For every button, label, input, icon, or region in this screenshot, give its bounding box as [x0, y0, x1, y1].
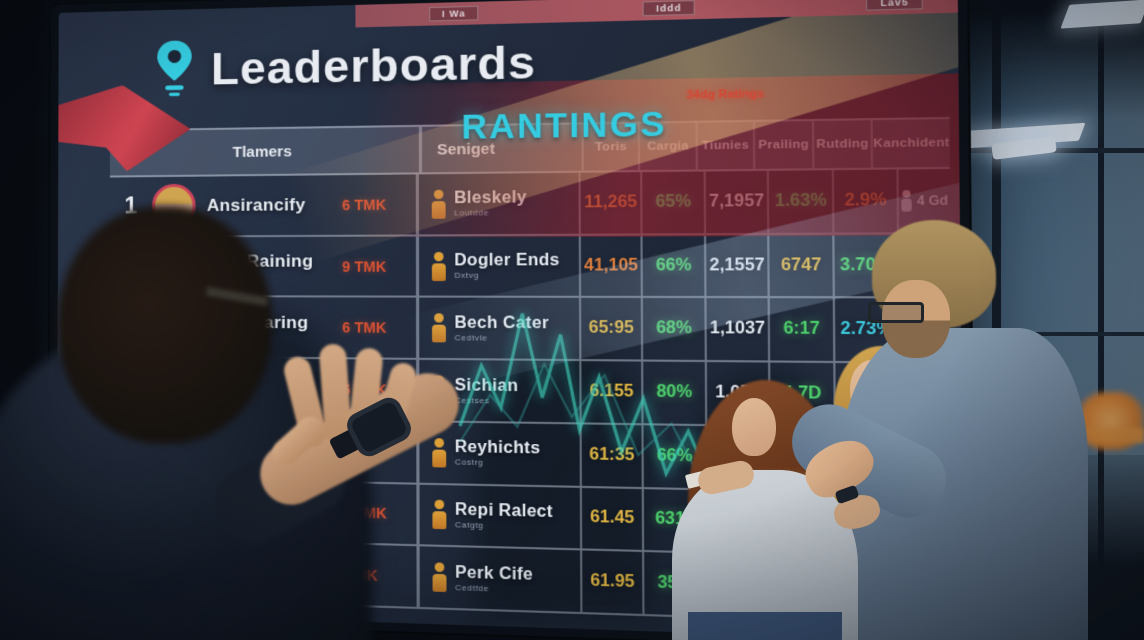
value-cell: 68% [643, 298, 707, 361]
person-icon [432, 314, 445, 343]
value-cell: 65:95 [581, 298, 644, 360]
value-cell: 2.9% [833, 169, 900, 233]
value-cell: 41,105 [580, 235, 644, 297]
person-icon [432, 500, 445, 530]
entry-subtext: Cestses [454, 395, 490, 405]
column-header: Kanchident [873, 136, 950, 151]
entry-name-cell: Reyhichts Costrg [419, 422, 582, 486]
person-center-jeans [688, 612, 842, 640]
board-title: Leaderboards [210, 35, 537, 95]
status-badge: 4 Gd [902, 190, 949, 212]
banner-tag: I Wa [429, 5, 479, 22]
entry-name-cell: Bech Cater Cedtvle [419, 298, 582, 360]
person-icon [433, 563, 446, 593]
value-cell: 1,1037 [706, 298, 771, 361]
entry-meta: Perk Cife Cedtfde [455, 564, 533, 595]
entry-name: Reyhichts [454, 438, 541, 458]
value-cell: 6747 [769, 234, 835, 297]
person-right-glasses [868, 302, 924, 323]
value-cell: 7,1957 [705, 170, 770, 233]
value-cell: 11,265 [580, 172, 644, 234]
location-pin-icon [157, 40, 192, 96]
entry-name-cell: Bleskely Loutdde [418, 172, 581, 235]
player-score: 6 TMK [342, 196, 387, 214]
entry-meta: Bleskely Loutdde [454, 189, 527, 218]
entry-meta: Repi Ralect Catgtg [455, 501, 553, 532]
value-cell: 1.63% [769, 170, 835, 233]
value-cell: 6.155 [581, 361, 645, 424]
entry-name: Perk Cife [455, 563, 534, 584]
badge-text: 4 Gd [916, 192, 949, 209]
value-cell: 65% [642, 171, 707, 234]
value-cell: 6:17 [770, 298, 836, 362]
top-banner: I Wa Iddd Lav5 [355, 0, 958, 28]
column-header: Rutding [813, 120, 874, 169]
entry-name-cell: Perk Cife Cedtfde [419, 546, 583, 613]
player-meta: Ansirancify [207, 195, 342, 216]
table-row: 1 Ansirancify 6 TMK Bleskely Loutdde 11,… [109, 169, 951, 238]
board-subtitle: RANTINGS [461, 104, 667, 146]
person-center-face [732, 398, 776, 456]
entry-name: Dogler Ends [454, 251, 560, 270]
entry-name-cell: Dogler Ends Dxtvg [419, 235, 582, 297]
column-header: Tiunies [697, 121, 756, 170]
player-name: Ansirancify [206, 194, 306, 215]
value-cell: 61.45 [581, 487, 645, 551]
entry-name-cell: Repi Ralect Catgtg [419, 484, 583, 549]
entry-name: Bech Cater [454, 314, 550, 333]
player-score: 6 TMK [342, 319, 387, 337]
value-cell: 61.95 [582, 550, 646, 615]
person-icon [902, 190, 913, 212]
player-score: 9 TMK [342, 257, 387, 275]
entry-meta: Bech Cater Cedtvle [454, 314, 549, 343]
person-icon [432, 252, 445, 281]
person-left-head [58, 206, 272, 444]
entry-name: Sichian [454, 376, 519, 395]
value-cell: 80% [643, 361, 708, 424]
banner-tag: Iddd [642, 0, 696, 17]
person-icon [432, 190, 445, 219]
value-cell: 61:35 [581, 424, 645, 487]
entry-meta: Sichian Cestses [455, 376, 519, 405]
entry-meta: Reyhichts Costrg [455, 439, 541, 469]
entry-subtext: Loutdde [454, 208, 489, 219]
value-cell: 2,1557 [706, 234, 771, 297]
entry-name: Repi Ralect [454, 501, 553, 522]
entry-name: Bleskely [454, 189, 527, 208]
value-cell: 66% [643, 234, 707, 297]
column-header: Prailing [755, 121, 815, 169]
entry-subtext: Costrg [454, 457, 484, 468]
banner-tag: Lav5 [866, 0, 923, 11]
entry-meta: Dogler Ends Dxtvg [454, 252, 560, 280]
entry-subtext: Dxtvg [454, 270, 479, 281]
entry-subtext: Cedtvle [454, 332, 488, 343]
person-icon [432, 438, 445, 467]
rating-note: 34dg Ratings [686, 87, 765, 102]
